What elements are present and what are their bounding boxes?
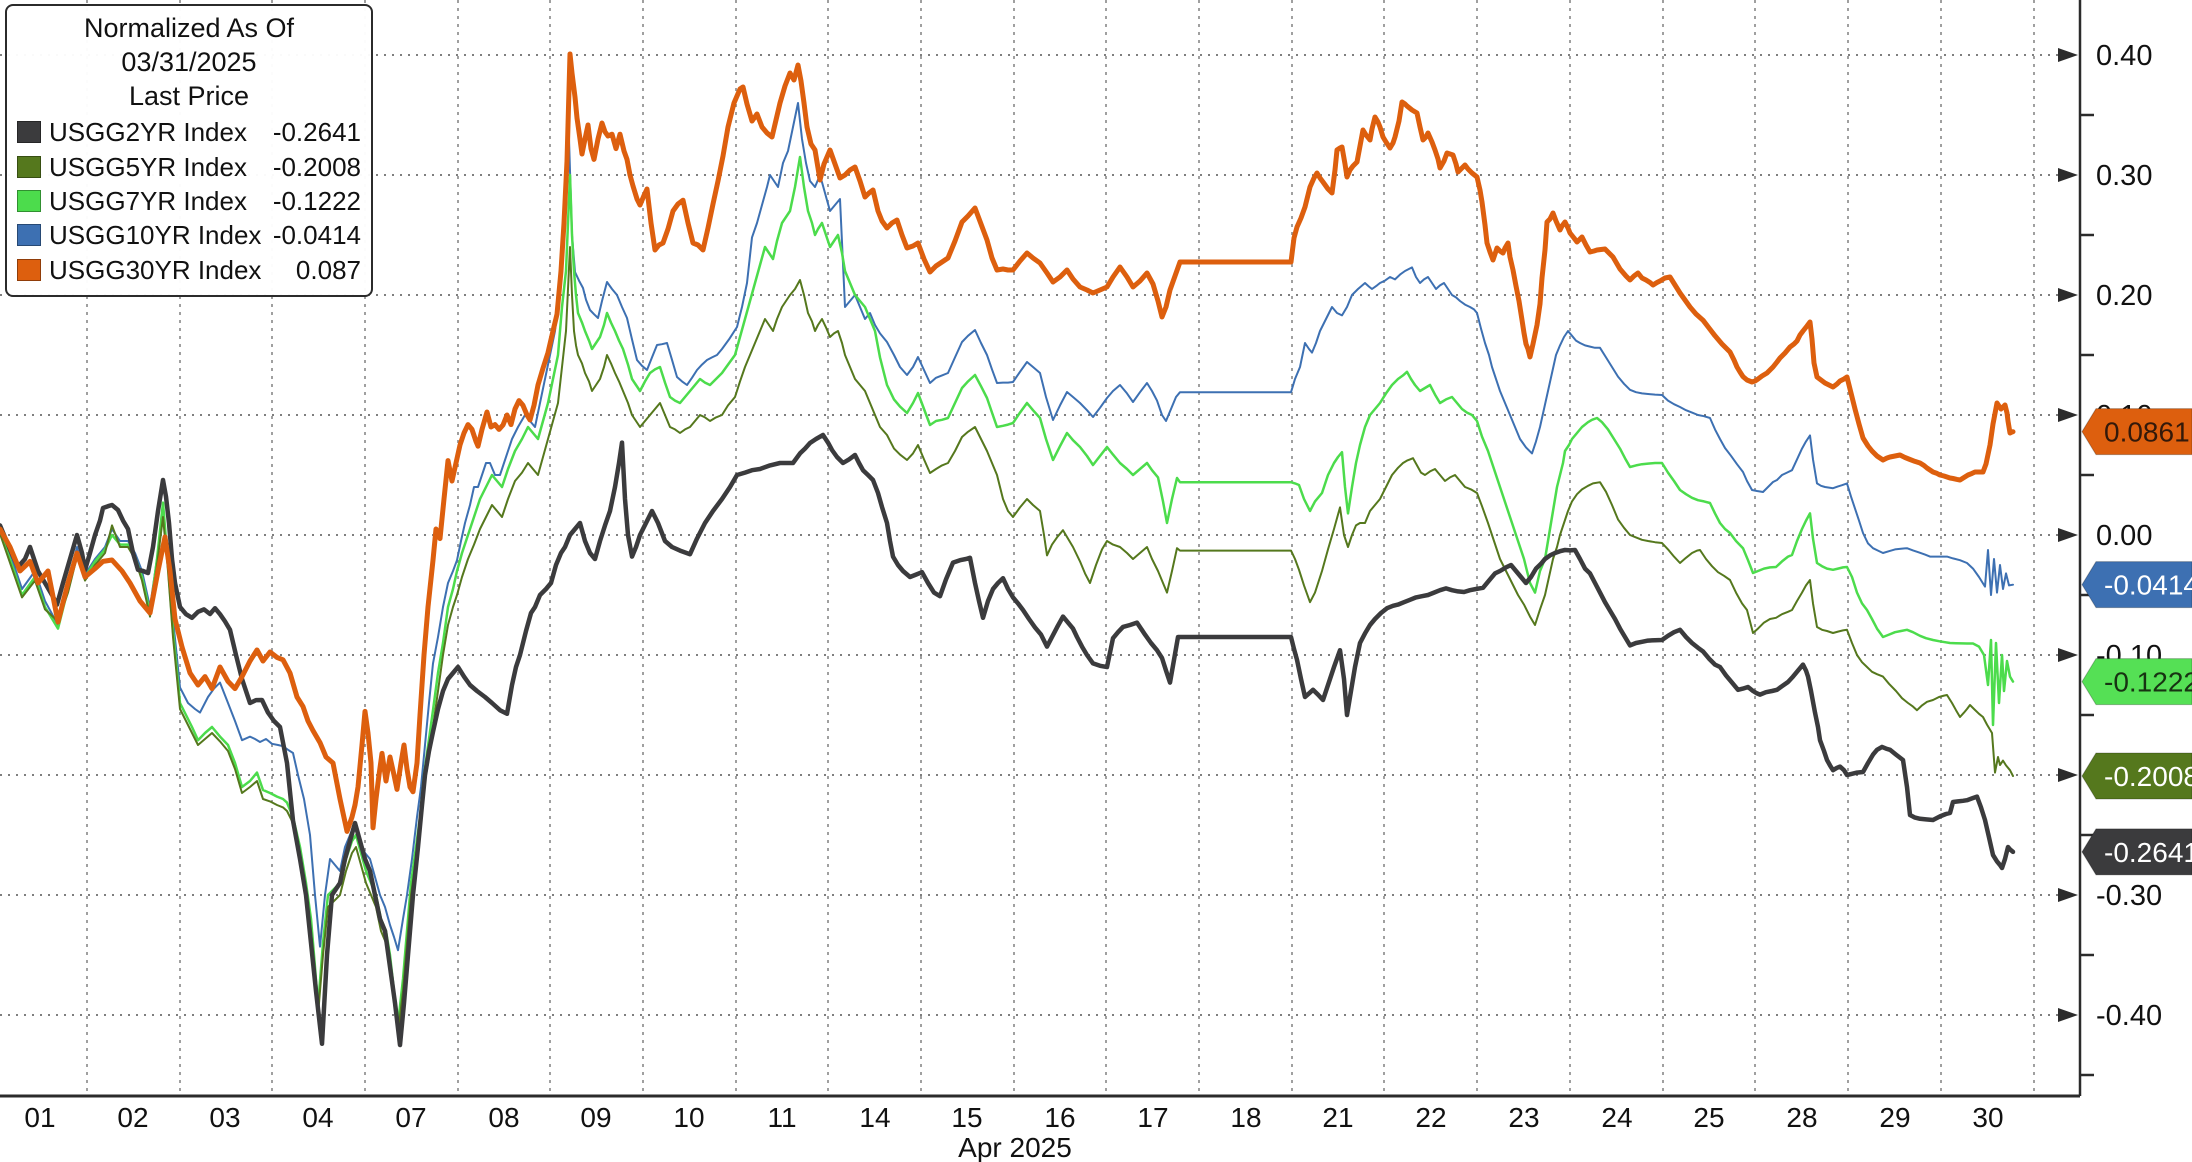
gridline-arrow-icon	[2058, 48, 2078, 62]
x-day-label: 22	[1415, 1102, 1446, 1133]
price-badge-value: -0.1222	[2104, 667, 2192, 698]
gridline-arrow-icon	[2058, 408, 2078, 422]
y-tick-label: 0.30	[2096, 160, 2152, 192]
x-day-label: 03	[209, 1102, 240, 1133]
y-tick-label: -0.30	[2096, 880, 2162, 912]
x-day-label: 28	[1786, 1102, 1817, 1133]
y-tick-label: -0.40	[2096, 1000, 2162, 1032]
gridline-arrow-icon	[2058, 648, 2078, 662]
price-badge	[2081, 408, 2192, 456]
x-day-label: 16	[1044, 1102, 1075, 1133]
x-day-label: 25	[1693, 1102, 1724, 1133]
x-day-label: 02	[117, 1102, 148, 1133]
legend-item-usgg30yr[interactable]: USGG30YR Index 0.087	[17, 253, 361, 287]
x-day-label: 21	[1322, 1102, 1353, 1133]
x-day-label: 04	[302, 1102, 333, 1133]
y-tick-label: 0.00	[2096, 520, 2152, 552]
x-day-label: 01	[24, 1102, 55, 1133]
legend-item-usgg7yr[interactable]: USGG7YR Index -0.1222	[17, 184, 361, 218]
legend-item-label: USGG30YR Index	[49, 254, 262, 285]
legend-item-value: -0.2008	[272, 151, 361, 182]
legend-item-label: USGG7YR Index	[49, 185, 247, 216]
series-line-usgg2yr	[0, 432, 2016, 1048]
x-day-label: 17	[1137, 1102, 1168, 1133]
legend-item-label: USGG2YR Index	[49, 117, 247, 148]
y-tick-label: 0.40	[2096, 40, 2152, 72]
gridline-arrow-icon	[2058, 888, 2078, 902]
price-badge	[2081, 561, 2192, 609]
gridline-arrow-icon	[2058, 168, 2078, 182]
x-day-label: 10	[673, 1102, 704, 1133]
price-badge	[2081, 752, 2192, 800]
legend-item-usgg10yr[interactable]: USGG10YR Index -0.0414	[17, 218, 361, 252]
x-day-label: 15	[951, 1102, 982, 1133]
legend-item-value: -0.2641	[272, 117, 361, 148]
x-month-label: Apr 2025	[958, 1132, 1072, 1162]
x-day-label: 14	[859, 1102, 890, 1133]
legend-swatch	[17, 224, 41, 247]
price-badge-value: -0.2008	[2104, 761, 2192, 792]
price-badge	[2081, 658, 2192, 706]
legend-item-value: 0.087	[295, 254, 361, 285]
legend-rows: USGG2YR Index -0.2641 USGG5YR Index -0.2008…	[17, 115, 361, 287]
x-day-label: 07	[395, 1102, 426, 1133]
price-badge	[2081, 828, 2192, 876]
legend-swatch	[17, 155, 41, 178]
gridline-arrow-icon	[2058, 1008, 2078, 1022]
price-badge-value: -0.0414	[2104, 570, 2192, 601]
price-badge-value: 0.0861	[2104, 417, 2190, 448]
gridline-arrow-icon	[2058, 528, 2078, 542]
price-badge-value: -0.2641	[2104, 837, 2192, 868]
legend-item-label: USGG10YR Index	[49, 220, 262, 251]
legend-item-value: -0.0414	[272, 220, 361, 251]
x-day-label: 30	[1972, 1102, 2003, 1133]
legend-swatch	[17, 121, 41, 144]
series-line-usgg7yr	[0, 155, 2015, 1026]
y-tick-label: 0.20	[2096, 280, 2152, 312]
series-line-usgg10yr	[0, 102, 2014, 952]
legend-item-usgg5yr[interactable]: USGG5YR Index -0.2008	[17, 150, 361, 184]
legend-swatch	[17, 258, 41, 281]
gridline-arrow-icon	[2058, 768, 2078, 782]
legend-item-usgg2yr[interactable]: USGG2YR Index -0.2641	[17, 115, 361, 149]
x-day-label: 11	[767, 1102, 796, 1133]
x-day-label: 18	[1230, 1102, 1261, 1133]
legend-item-label: USGG5YR Index	[49, 151, 247, 182]
x-day-label: 29	[1879, 1102, 1910, 1133]
x-day-label: 09	[580, 1102, 611, 1133]
chart-legend[interactable]: Normalized As Of 03/31/2025 Last Price U…	[5, 4, 373, 297]
legend-subtitle: Last Price	[128, 80, 250, 111]
x-day-label: 08	[488, 1102, 519, 1133]
legend-swatch	[17, 190, 41, 213]
series-line-usgg5yr	[0, 246, 2014, 1034]
x-day-label: 23	[1508, 1102, 1539, 1133]
x-day-label: 24	[1601, 1102, 1632, 1133]
gridline-arrow-icon	[2058, 288, 2078, 302]
legend-title: Normalized As Of 03/31/2025	[83, 13, 295, 77]
legend-item-value: -0.1222	[272, 185, 361, 216]
series-line-usgg30yr	[0, 51, 2016, 834]
